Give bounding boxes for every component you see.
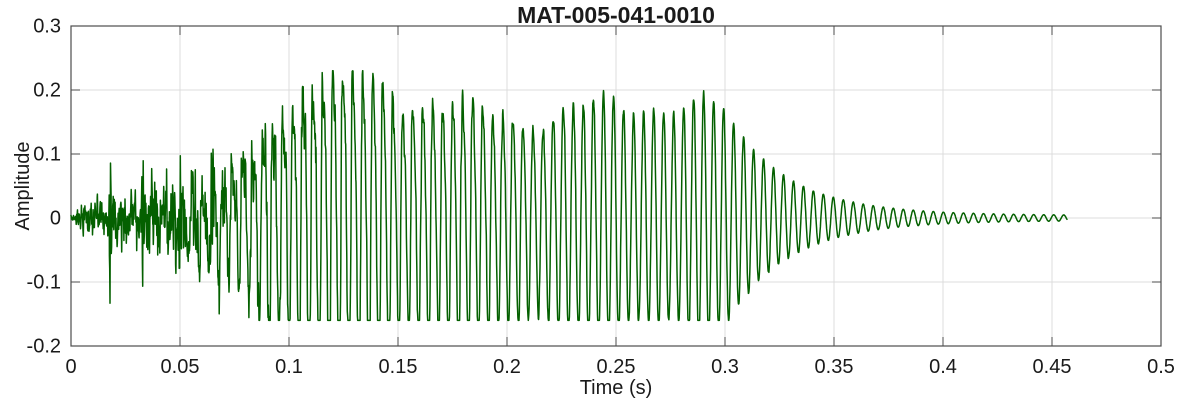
svg-text:0.4: 0.4 — [929, 356, 957, 378]
svg-text:0: 0 — [50, 208, 61, 230]
svg-text:0.2: 0.2 — [493, 356, 521, 378]
svg-text:0.25: 0.25 — [597, 356, 636, 378]
svg-text:-0.1: -0.1 — [27, 272, 61, 294]
svg-text:-0.2: -0.2 — [27, 336, 61, 358]
svg-text:0.05: 0.05 — [161, 356, 200, 378]
svg-text:0: 0 — [65, 356, 76, 378]
svg-text:0.2: 0.2 — [33, 80, 61, 102]
svg-text:0.3: 0.3 — [33, 16, 61, 38]
svg-text:0.1: 0.1 — [33, 144, 61, 166]
svg-text:0.5: 0.5 — [1147, 356, 1175, 378]
svg-text:0.3: 0.3 — [711, 356, 739, 378]
svg-text:0.45: 0.45 — [1033, 356, 1072, 378]
svg-text:0.15: 0.15 — [379, 356, 418, 378]
svg-text:0.35: 0.35 — [815, 356, 854, 378]
svg-text:0.1: 0.1 — [275, 356, 303, 378]
